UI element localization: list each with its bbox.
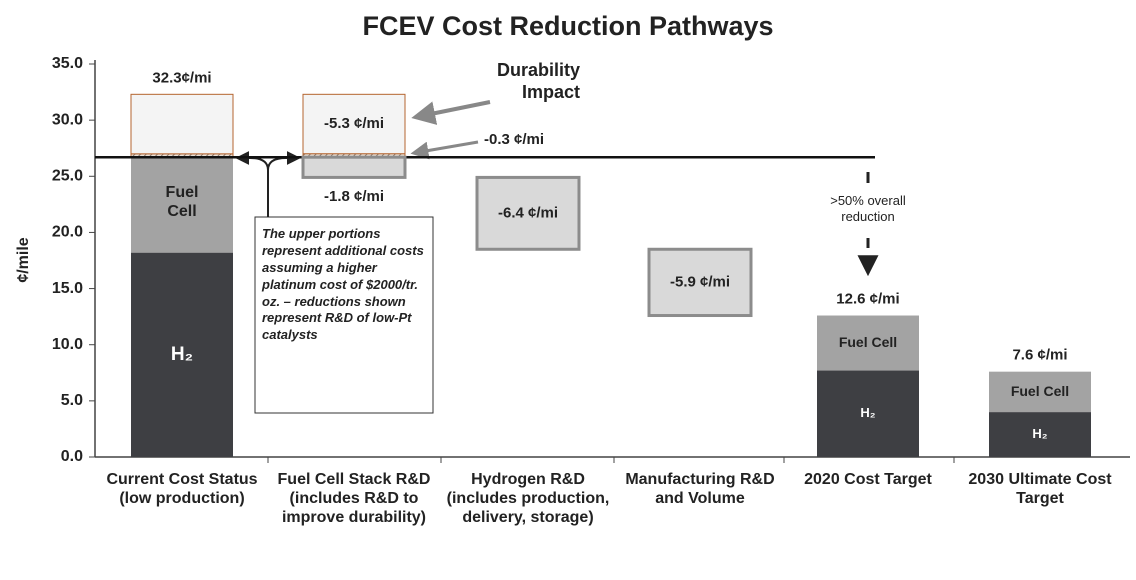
step-label: -0.3 ¢/mi xyxy=(484,131,544,148)
y-tick-label: 10.0 xyxy=(52,336,83,353)
step-label: -1.8 ¢/mi xyxy=(324,188,384,205)
total-label: 12.6 ¢/mi xyxy=(836,290,899,307)
segment-label-h2: H₂ xyxy=(860,404,876,420)
note-arrow xyxy=(267,151,301,171)
total-label: 7.6 ¢/mi xyxy=(1012,347,1067,364)
y-tick-label: 15.0 xyxy=(52,280,83,297)
x-tick-label: Current Cost Status (low production) xyxy=(106,471,258,508)
segment-label-h2: H₂ xyxy=(170,343,194,365)
total-label: 32.3¢/mi xyxy=(152,69,211,86)
durability-arrow xyxy=(411,100,491,125)
bar-segment xyxy=(817,370,919,457)
x-tick-label: 2020 Cost Target xyxy=(804,471,932,488)
x-tick-label: Fuel Cell Stack R&D (includes R&D to imp… xyxy=(277,471,431,527)
y-tick-label: 35.0 xyxy=(52,55,83,72)
x-tick-label: Manufacturing R&D and Volume xyxy=(625,471,775,508)
note-box xyxy=(254,216,434,414)
y-tick-label: 0.0 xyxy=(61,448,83,465)
segment-label-fuel-cell: Fuel Cell xyxy=(165,183,199,221)
y-tick-label: 5.0 xyxy=(61,392,83,409)
bar-segment xyxy=(131,157,233,253)
x-tick-label: 2030 Ultimate Cost Target xyxy=(968,471,1112,508)
bar-segment xyxy=(817,315,919,371)
segment-label-h2: H₂ xyxy=(1032,425,1048,441)
step-label-arrow xyxy=(410,140,479,160)
annotation-durability: Durability Impact xyxy=(496,60,580,102)
y-tick-label: 20.0 xyxy=(52,224,83,241)
y-axis-label: ¢/mile xyxy=(15,237,32,282)
chart-title: FCEV Cost Reduction Pathways xyxy=(362,11,773,41)
annotation-note: The upper portions represent additional … xyxy=(262,226,424,343)
step-label: -5.9 ¢/mi xyxy=(670,273,730,290)
y-tick-label: 25.0 xyxy=(52,168,83,185)
segment-label-fuel-cell: Fuel Cell xyxy=(838,334,898,351)
bar-segment xyxy=(989,412,1091,457)
x-tick-label: Hydrogen R&D (includes production, deliv… xyxy=(446,471,610,527)
segment-label-fuel-cell: Fuel Cell xyxy=(1010,382,1070,399)
annotation-reduction: >50% overall reduction xyxy=(830,193,906,224)
y-tick-label: 30.0 xyxy=(52,111,83,128)
step-label: -5.3 ¢/mi xyxy=(324,115,384,132)
bar-segment xyxy=(131,252,233,457)
step-bar xyxy=(647,247,753,318)
bar-segment xyxy=(130,93,234,155)
step-label: -6.4 ¢/mi xyxy=(498,204,558,221)
step-bar xyxy=(475,175,581,251)
step-bar xyxy=(301,155,407,179)
bar-segment xyxy=(989,371,1091,413)
note-arrow xyxy=(235,151,269,217)
step-bar xyxy=(302,93,406,155)
